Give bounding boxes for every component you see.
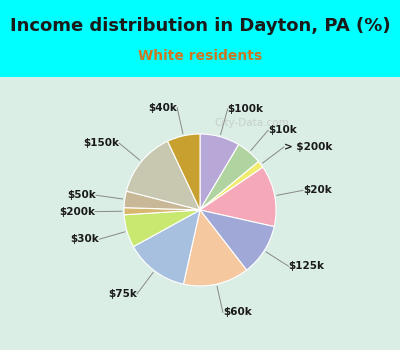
Text: $100k: $100k [228, 104, 264, 114]
Wedge shape [200, 145, 258, 210]
Wedge shape [200, 210, 274, 270]
Wedge shape [124, 191, 200, 210]
Wedge shape [126, 141, 200, 210]
Wedge shape [200, 162, 263, 210]
Text: City-Data.com: City-Data.com [215, 118, 289, 127]
Wedge shape [124, 208, 200, 215]
Text: $200k: $200k [59, 206, 95, 217]
Text: $40k: $40k [148, 103, 177, 113]
Text: > $200k: > $200k [284, 142, 332, 152]
Wedge shape [134, 210, 200, 284]
Text: $150k: $150k [83, 138, 119, 148]
Wedge shape [200, 134, 239, 210]
Text: White residents: White residents [138, 49, 262, 63]
Text: $10k: $10k [268, 125, 297, 135]
Wedge shape [200, 167, 276, 226]
Text: $75k: $75k [108, 289, 137, 299]
Text: $50k: $50k [68, 190, 96, 200]
Text: Income distribution in Dayton, PA (%): Income distribution in Dayton, PA (%) [10, 17, 390, 35]
Text: $20k: $20k [303, 186, 332, 195]
Wedge shape [184, 210, 246, 286]
Text: $125k: $125k [288, 261, 324, 271]
Wedge shape [168, 134, 200, 210]
Text: $60k: $60k [223, 307, 252, 317]
Text: $30k: $30k [70, 234, 99, 244]
Wedge shape [124, 210, 200, 247]
